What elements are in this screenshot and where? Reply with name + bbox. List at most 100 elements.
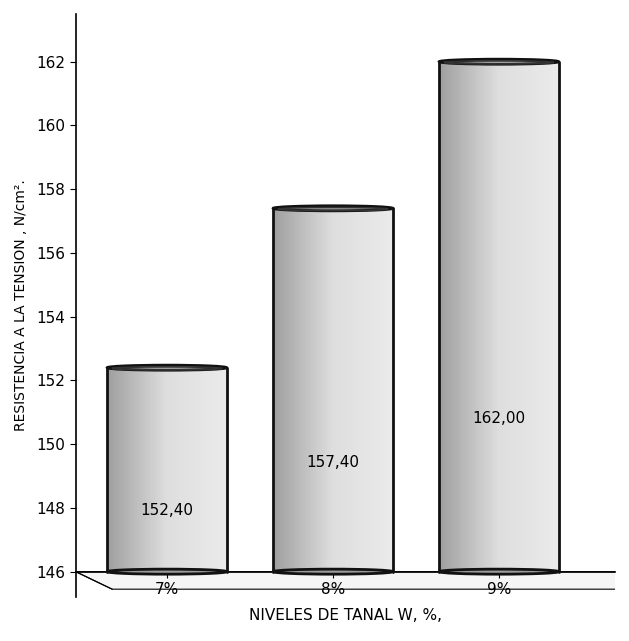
Polygon shape [199, 368, 201, 572]
Polygon shape [531, 62, 533, 572]
Polygon shape [483, 62, 485, 572]
Polygon shape [75, 572, 629, 589]
Polygon shape [519, 62, 521, 572]
Polygon shape [535, 62, 537, 572]
Polygon shape [303, 208, 305, 572]
Polygon shape [499, 62, 501, 572]
Polygon shape [177, 368, 179, 572]
Polygon shape [171, 368, 173, 572]
Polygon shape [129, 368, 131, 572]
Polygon shape [121, 368, 123, 572]
Polygon shape [375, 208, 377, 572]
Polygon shape [513, 62, 515, 572]
Polygon shape [159, 368, 161, 572]
Polygon shape [111, 368, 113, 572]
Polygon shape [305, 208, 307, 572]
Polygon shape [331, 208, 333, 572]
Polygon shape [327, 208, 329, 572]
Polygon shape [351, 208, 353, 572]
Polygon shape [469, 62, 471, 572]
Polygon shape [515, 62, 517, 572]
Polygon shape [379, 208, 381, 572]
Polygon shape [223, 368, 225, 572]
Polygon shape [131, 368, 133, 572]
Polygon shape [175, 368, 177, 572]
Polygon shape [141, 368, 143, 572]
Polygon shape [289, 208, 291, 572]
Polygon shape [119, 368, 121, 572]
Polygon shape [201, 368, 203, 572]
Polygon shape [377, 208, 379, 572]
Polygon shape [389, 208, 391, 572]
Polygon shape [487, 62, 489, 572]
Polygon shape [335, 208, 337, 572]
Polygon shape [491, 62, 493, 572]
Polygon shape [307, 208, 309, 572]
Polygon shape [143, 368, 145, 572]
Polygon shape [203, 368, 205, 572]
Y-axis label: RESISTENCIA A LA TENSION , N/cm².: RESISTENCIA A LA TENSION , N/cm². [14, 179, 28, 431]
Polygon shape [485, 62, 487, 572]
Polygon shape [181, 368, 183, 572]
X-axis label: NIVELES DE TANAL W, %,: NIVELES DE TANAL W, %, [249, 608, 442, 623]
Polygon shape [507, 62, 509, 572]
Polygon shape [349, 208, 351, 572]
Polygon shape [315, 208, 317, 572]
Polygon shape [211, 368, 213, 572]
Polygon shape [385, 208, 387, 572]
Ellipse shape [273, 206, 392, 211]
Polygon shape [319, 208, 321, 572]
Polygon shape [548, 62, 551, 572]
Polygon shape [173, 368, 175, 572]
Ellipse shape [273, 569, 392, 574]
Polygon shape [545, 62, 547, 572]
Polygon shape [281, 208, 283, 572]
Polygon shape [185, 368, 187, 572]
Polygon shape [127, 368, 129, 572]
Polygon shape [453, 62, 455, 572]
Polygon shape [275, 208, 277, 572]
Polygon shape [445, 62, 447, 572]
Polygon shape [207, 368, 209, 572]
Polygon shape [477, 62, 479, 572]
Polygon shape [387, 208, 389, 572]
Polygon shape [205, 368, 207, 572]
Polygon shape [353, 208, 355, 572]
Polygon shape [497, 62, 499, 572]
Polygon shape [493, 62, 495, 572]
Polygon shape [293, 208, 295, 572]
Ellipse shape [107, 365, 226, 370]
Polygon shape [495, 62, 497, 572]
Polygon shape [365, 208, 367, 572]
Polygon shape [557, 62, 559, 572]
Polygon shape [347, 208, 349, 572]
Polygon shape [467, 62, 469, 572]
Ellipse shape [439, 59, 559, 64]
Polygon shape [457, 62, 459, 572]
Polygon shape [473, 62, 475, 572]
Polygon shape [151, 368, 153, 572]
Polygon shape [137, 368, 139, 572]
Polygon shape [503, 62, 505, 572]
Polygon shape [441, 62, 443, 572]
Polygon shape [517, 62, 519, 572]
Polygon shape [165, 368, 167, 572]
Polygon shape [189, 368, 191, 572]
Polygon shape [161, 368, 163, 572]
Polygon shape [295, 208, 297, 572]
Polygon shape [191, 368, 193, 572]
Polygon shape [447, 62, 449, 572]
Polygon shape [509, 62, 511, 572]
Polygon shape [553, 62, 555, 572]
Polygon shape [355, 208, 357, 572]
Text: 152,40: 152,40 [140, 503, 194, 518]
Text: 157,40: 157,40 [306, 455, 359, 470]
Polygon shape [367, 208, 369, 572]
Polygon shape [169, 368, 171, 572]
Polygon shape [481, 62, 483, 572]
Polygon shape [537, 62, 539, 572]
Polygon shape [187, 368, 189, 572]
Polygon shape [391, 208, 392, 572]
Polygon shape [555, 62, 557, 572]
Polygon shape [370, 208, 373, 572]
